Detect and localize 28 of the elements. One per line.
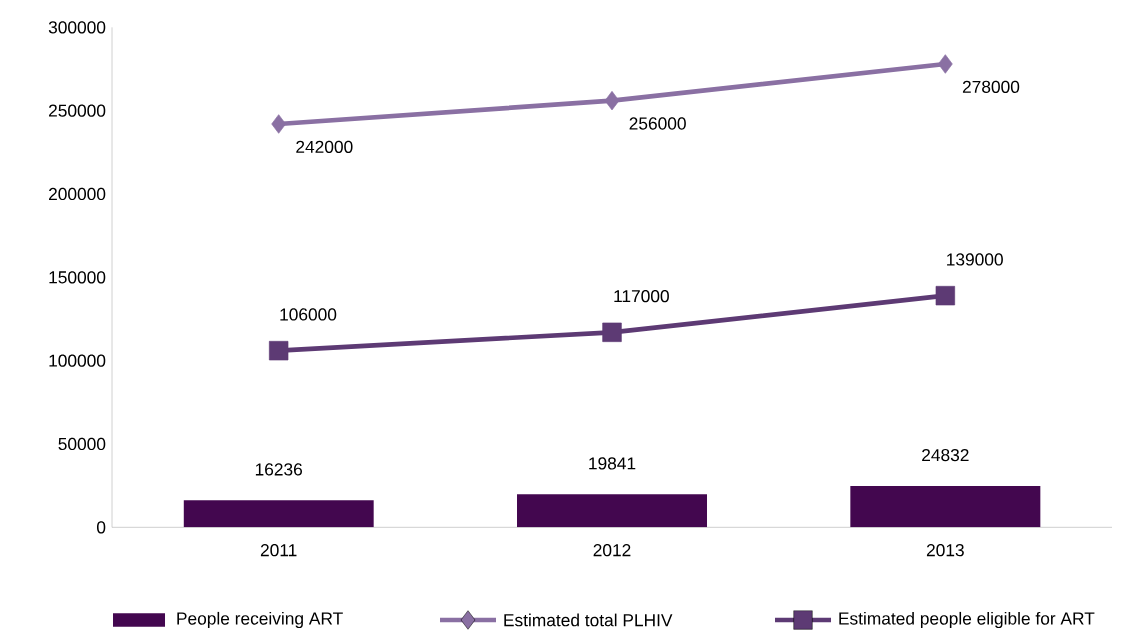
data-label: 278000 bbox=[962, 80, 1020, 93]
data-label: 16236 bbox=[255, 463, 303, 476]
y-tick-label: 250000 bbox=[49, 104, 106, 117]
x-tick-label: 2012 bbox=[593, 544, 631, 557]
point bbox=[604, 90, 620, 111]
data-label: 19841 bbox=[589, 457, 636, 470]
y-tick-label: 200000 bbox=[49, 187, 106, 201]
legend-label: Estimated people eligible for ART bbox=[839, 611, 1095, 629]
legend-label: People receiving ART bbox=[177, 611, 343, 629]
data-label: 117000 bbox=[614, 290, 669, 303]
y-tick-label: 50000 bbox=[58, 437, 106, 451]
data-label: 106000 bbox=[280, 308, 337, 321]
legend-label: Estimated total PLHIV bbox=[504, 613, 673, 627]
y-tick-label: 300000 bbox=[48, 21, 106, 34]
data-label: 242000 bbox=[296, 140, 353, 153]
x-tick-label: 2011 bbox=[260, 544, 297, 557]
point bbox=[269, 340, 289, 361]
data-label: 256000 bbox=[629, 117, 686, 130]
point bbox=[271, 114, 287, 134]
point bbox=[938, 54, 953, 74]
point bbox=[602, 322, 622, 342]
y-tick-label: 150000 bbox=[49, 271, 106, 284]
y-tick-label: 100000 bbox=[49, 354, 106, 367]
data-label: 139000 bbox=[947, 253, 1003, 266]
x-tick-label: 2013 bbox=[926, 544, 964, 557]
data-label: 24832 bbox=[922, 448, 969, 462]
y-tick-label: 0 bbox=[97, 521, 106, 534]
point bbox=[935, 285, 956, 306]
